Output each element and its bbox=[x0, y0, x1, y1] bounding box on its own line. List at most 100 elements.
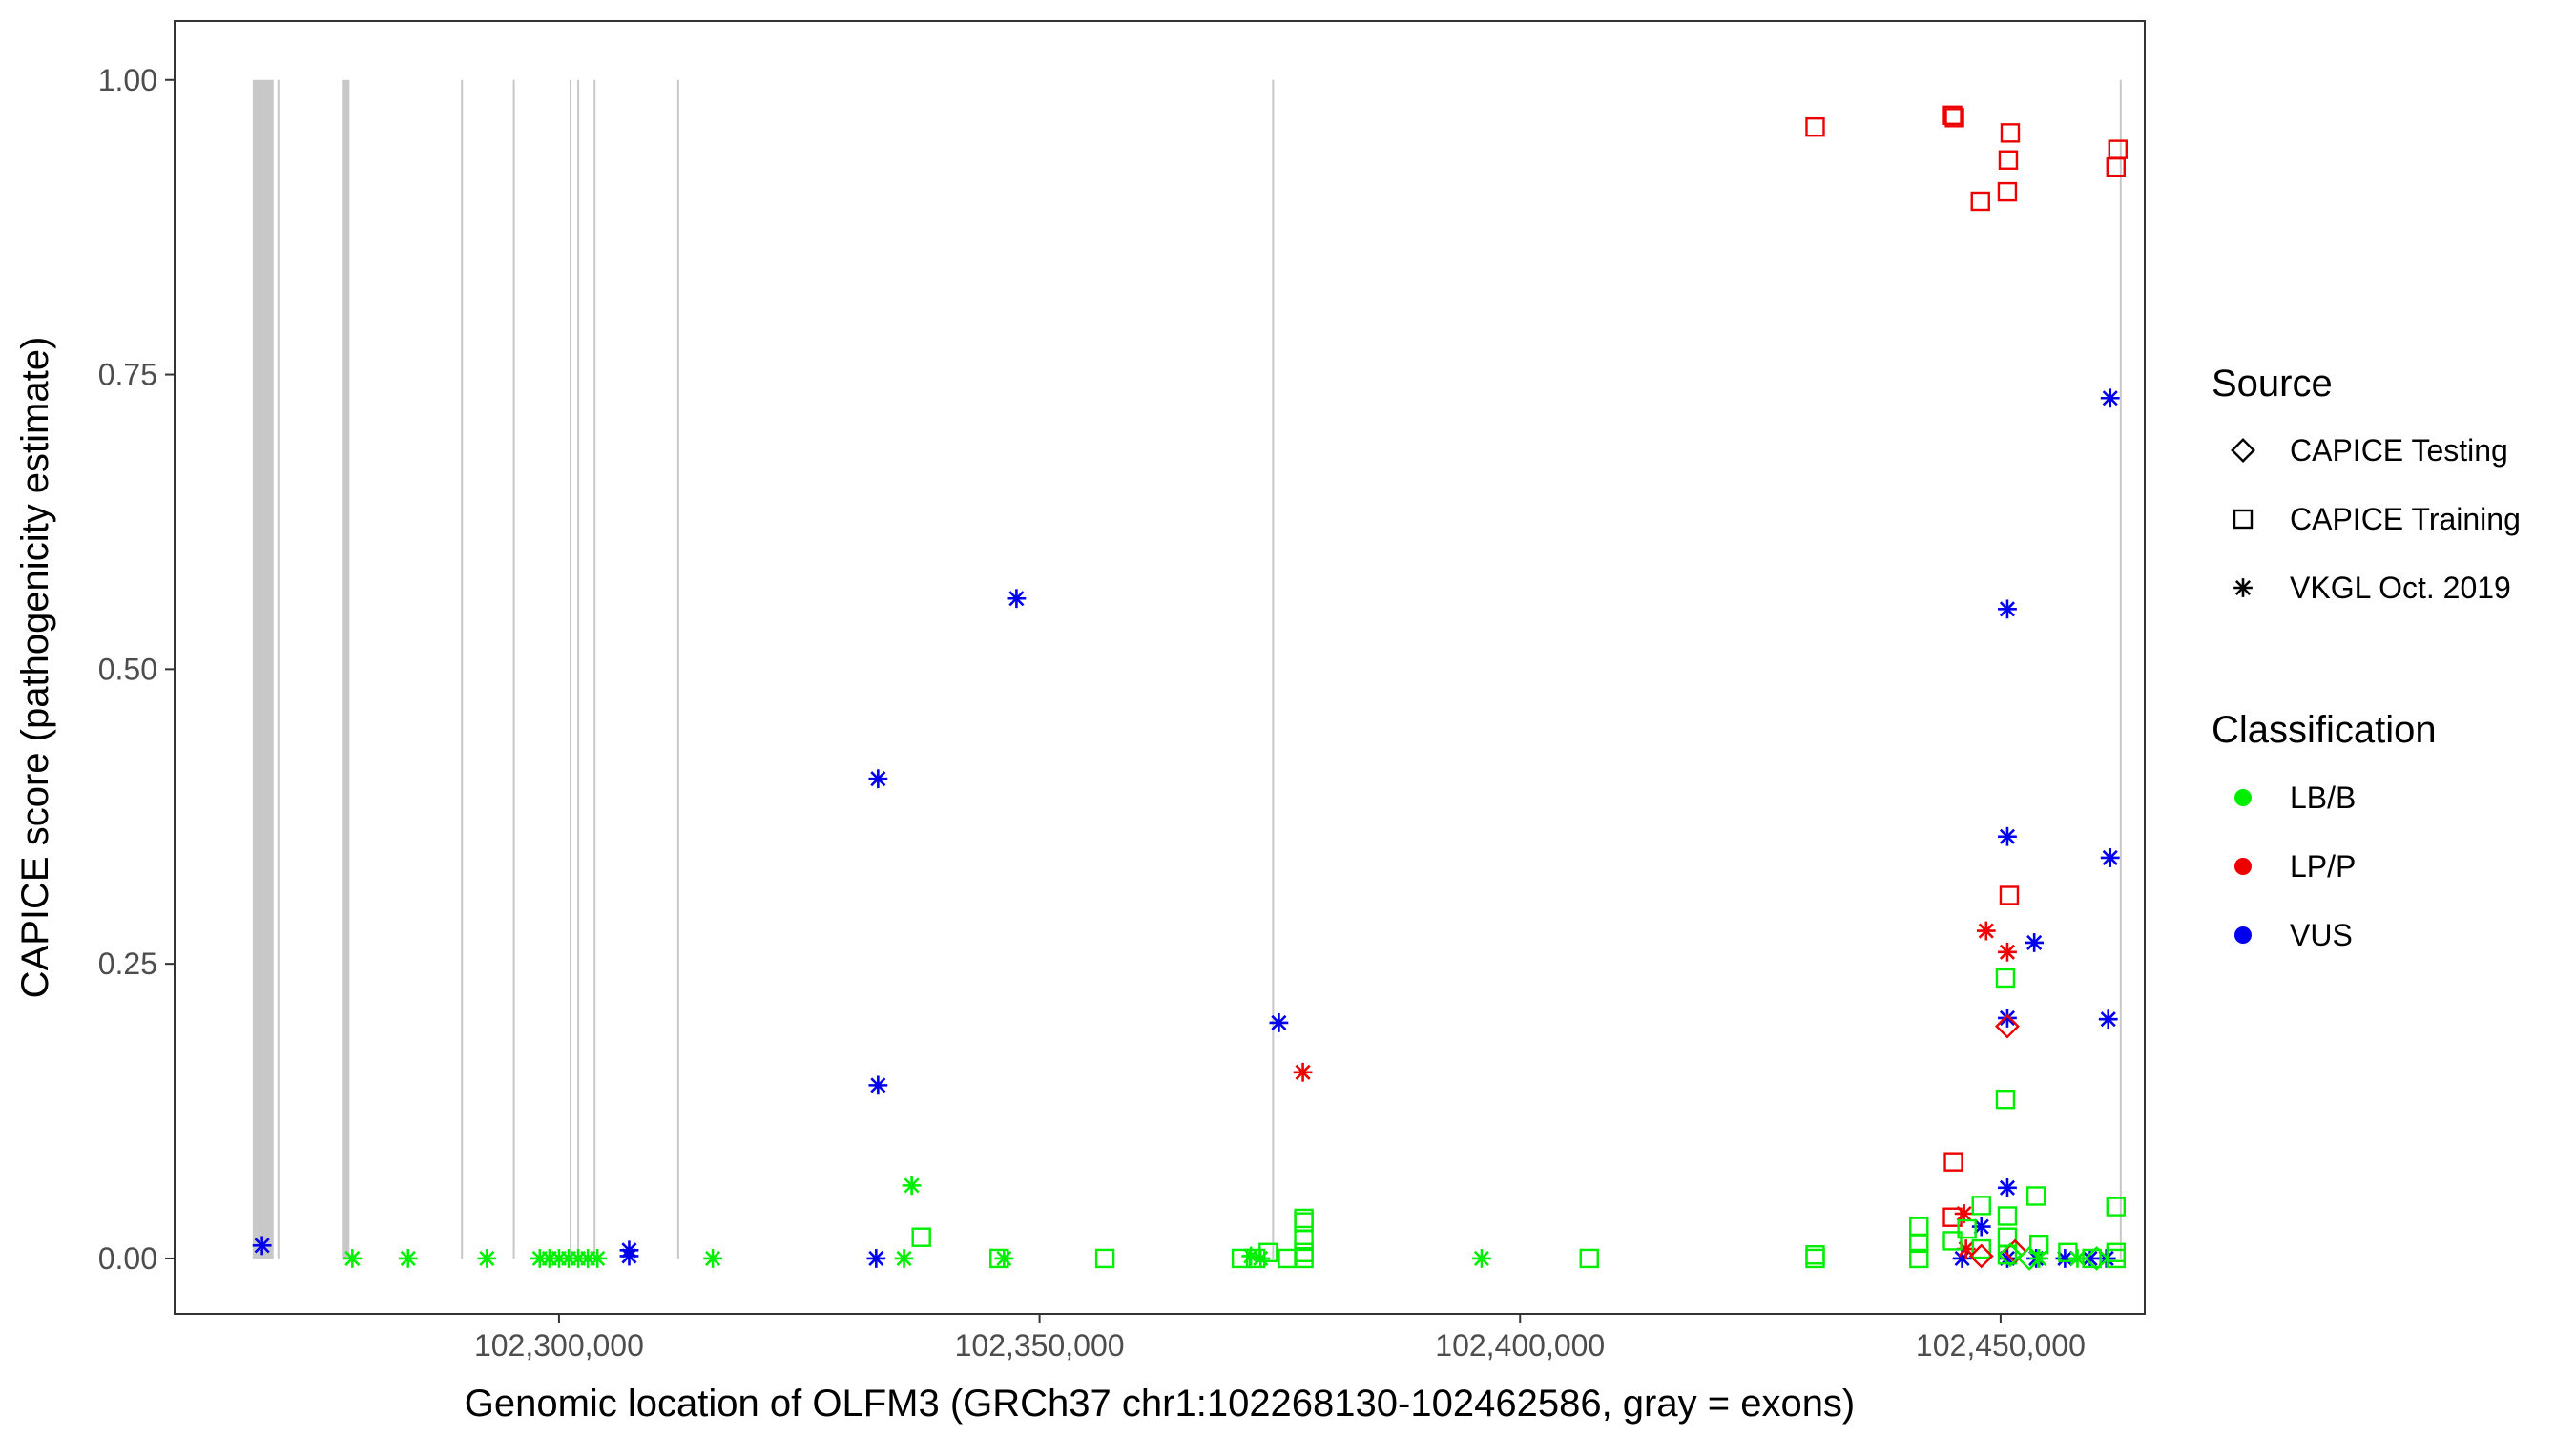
data-point-vus-vkgl-oct-2019 bbox=[1007, 589, 1027, 609]
data-point-vus-vkgl-oct-2019 bbox=[866, 1249, 886, 1268]
data-point-lb-b-capice-training bbox=[1278, 1248, 1298, 1269]
exon-band-7 bbox=[577, 79, 580, 1259]
asterisk-stroke bbox=[870, 1077, 886, 1093]
exon-band-2 bbox=[277, 79, 280, 1259]
asterisk-stroke bbox=[1958, 1241, 1974, 1258]
data-point-lb-b-capice-training bbox=[911, 1227, 931, 1247]
asterisk-stroke bbox=[2234, 579, 2252, 596]
exon-layer bbox=[252, 79, 2122, 1259]
legend-key-square bbox=[2233, 509, 2254, 530]
data-point-vus-vkgl-oct-2019 bbox=[868, 1075, 888, 1095]
exon-band-4 bbox=[461, 79, 464, 1259]
y-tick-label: 0.75 bbox=[98, 358, 157, 392]
asterisk-stroke bbox=[705, 1250, 721, 1266]
y-tick-label: 1.00 bbox=[98, 63, 157, 97]
data-point-lb-b-capice-training bbox=[1579, 1248, 1599, 1269]
data-point-vus-vkgl-oct-2019 bbox=[2100, 388, 2120, 408]
y-tick-label: 0.25 bbox=[98, 947, 157, 981]
legend-key-color bbox=[2234, 858, 2252, 875]
asterisk-stroke bbox=[1008, 591, 1025, 607]
data-point-lb-b-vkgl-oct-2019 bbox=[703, 1249, 722, 1268]
asterisk-stroke bbox=[904, 1177, 920, 1194]
data-point-lp-p-vkgl-oct-2019 bbox=[1976, 921, 1996, 941]
data-point-lb-b-capice-training bbox=[1971, 1196, 1991, 1216]
data-point-lb-b-capice-testing bbox=[2017, 1245, 2043, 1271]
point-layer bbox=[252, 105, 2128, 1271]
asterisk-stroke bbox=[1295, 1064, 1311, 1080]
data-point-lb-b-capice-training bbox=[1909, 1217, 1929, 1237]
data-point-lb-b-capice-training bbox=[1995, 968, 2016, 989]
data-point-lb-b-vkgl-oct-2019 bbox=[1472, 1249, 1491, 1268]
data-point-lb-b-capice-training bbox=[2028, 1234, 2049, 1255]
asterisk-stroke bbox=[479, 1250, 495, 1266]
asterisk-stroke bbox=[1973, 1218, 1989, 1235]
data-point-lb-b-capice-training bbox=[2058, 1242, 2078, 1262]
data-point-lp-p-capice-training bbox=[1997, 181, 2018, 202]
data-point-vus-vkgl-oct-2019 bbox=[1998, 826, 2017, 846]
y-tick-label: 0.50 bbox=[98, 652, 157, 686]
data-point-lb-b-capice-training bbox=[1294, 1242, 1314, 1262]
data-point-vus-vkgl-oct-2019 bbox=[2100, 848, 2120, 867]
data-point-lb-b-capice-training bbox=[1971, 1238, 1991, 1259]
data-point-vus-vkgl-oct-2019 bbox=[868, 769, 888, 789]
asterisk-stroke bbox=[2102, 390, 2118, 406]
data-point-vus-vkgl-oct-2019 bbox=[1269, 1013, 1289, 1032]
data-point-vus-vkgl-oct-2019 bbox=[1998, 1249, 2017, 1268]
data-point-lb-b-capice-training bbox=[1957, 1218, 1977, 1239]
data-point-lb-b-vkgl-oct-2019 bbox=[588, 1249, 608, 1268]
data-point-lb-b-vkgl-oct-2019 bbox=[343, 1249, 363, 1268]
data-point-lb-b-capice-training bbox=[2025, 1186, 2046, 1206]
data-point-lp-p-capice-training bbox=[1999, 885, 2020, 905]
exon-band-6 bbox=[570, 79, 572, 1259]
data-point-lp-p-vkgl-oct-2019 bbox=[1998, 942, 2017, 962]
data-point-lp-p-capice-training bbox=[1942, 1207, 1963, 1227]
data-point-vus-vkgl-oct-2019 bbox=[1998, 1009, 2017, 1028]
asterisk-stroke bbox=[1978, 923, 1994, 939]
exon-band-10 bbox=[1272, 79, 1275, 1259]
asterisk-stroke bbox=[1956, 1205, 1972, 1222]
x-axis-label: Genomic location of OLFM3 (GRCh37 chr1:1… bbox=[465, 1383, 1856, 1425]
y-axis-label: CAPICE score (pathogenicity estimate) bbox=[14, 337, 56, 999]
exon-band-9 bbox=[676, 79, 679, 1259]
data-point-lb-b-capice-training bbox=[1094, 1248, 1115, 1269]
asterisk-stroke bbox=[2026, 934, 2043, 950]
asterisk-stroke bbox=[1271, 1014, 1287, 1030]
data-point-lp-p-capice-training bbox=[1942, 105, 1963, 126]
data-point-lb-b-vkgl-oct-2019 bbox=[894, 1249, 914, 1268]
asterisk-stroke bbox=[2057, 1250, 2073, 1266]
data-point-lb-b-capice-training bbox=[2082, 1248, 2102, 1269]
asterisk-stroke bbox=[590, 1250, 606, 1266]
data-point-lp-p-vkgl-oct-2019 bbox=[1293, 1062, 1313, 1082]
legend-label: LP/P bbox=[2290, 849, 2356, 884]
asterisk-stroke bbox=[2082, 1250, 2098, 1266]
data-point-lb-b-capice-training bbox=[1997, 1206, 2018, 1226]
legend-label: CAPICE Training bbox=[2290, 502, 2521, 536]
asterisk-stroke bbox=[2100, 1011, 2116, 1028]
data-point-lp-p-capice-training bbox=[1805, 116, 1825, 137]
axis-layer: 102,300,000 102,350,000 102,400,000 102,450… bbox=[98, 63, 2086, 1363]
x-tick-label: 102,450,000 bbox=[1916, 1328, 2086, 1363]
data-point-lb-b-capice-training bbox=[1294, 1229, 1314, 1250]
data-point-lb-b-capice-training bbox=[1231, 1248, 1252, 1269]
data-point-lb-b-capice-training bbox=[1805, 1245, 1825, 1265]
data-point-lb-b-vkgl-oct-2019 bbox=[902, 1176, 922, 1196]
data-point-lb-b-vkgl-oct-2019 bbox=[398, 1249, 418, 1268]
data-point-vus-vkgl-oct-2019 bbox=[2025, 933, 2045, 952]
legend-source-title: Source bbox=[2212, 363, 2333, 405]
data-point-lb-b-capice-training bbox=[2106, 1197, 2126, 1217]
data-point-lb-b-capice-training bbox=[1909, 1233, 1929, 1254]
asterisk-stroke bbox=[344, 1250, 361, 1266]
asterisk-stroke bbox=[621, 1248, 637, 1264]
asterisk-stroke bbox=[2102, 849, 2118, 866]
legend-key-color bbox=[2234, 789, 2252, 806]
legend-label: LB/B bbox=[2290, 780, 2356, 815]
data-point-lp-p-capice-training bbox=[2106, 156, 2126, 177]
data-point-lb-b-vkgl-oct-2019 bbox=[994, 1249, 1014, 1268]
y-tick-label: 0.00 bbox=[98, 1241, 157, 1276]
exon-band-8 bbox=[593, 79, 596, 1259]
data-point-lb-b-capice-training bbox=[989, 1248, 1009, 1269]
data-point-lb-b-capice-training bbox=[1258, 1242, 1278, 1262]
asterisk-stroke bbox=[896, 1250, 912, 1266]
data-point-lp-p-capice-training bbox=[1998, 150, 2019, 170]
